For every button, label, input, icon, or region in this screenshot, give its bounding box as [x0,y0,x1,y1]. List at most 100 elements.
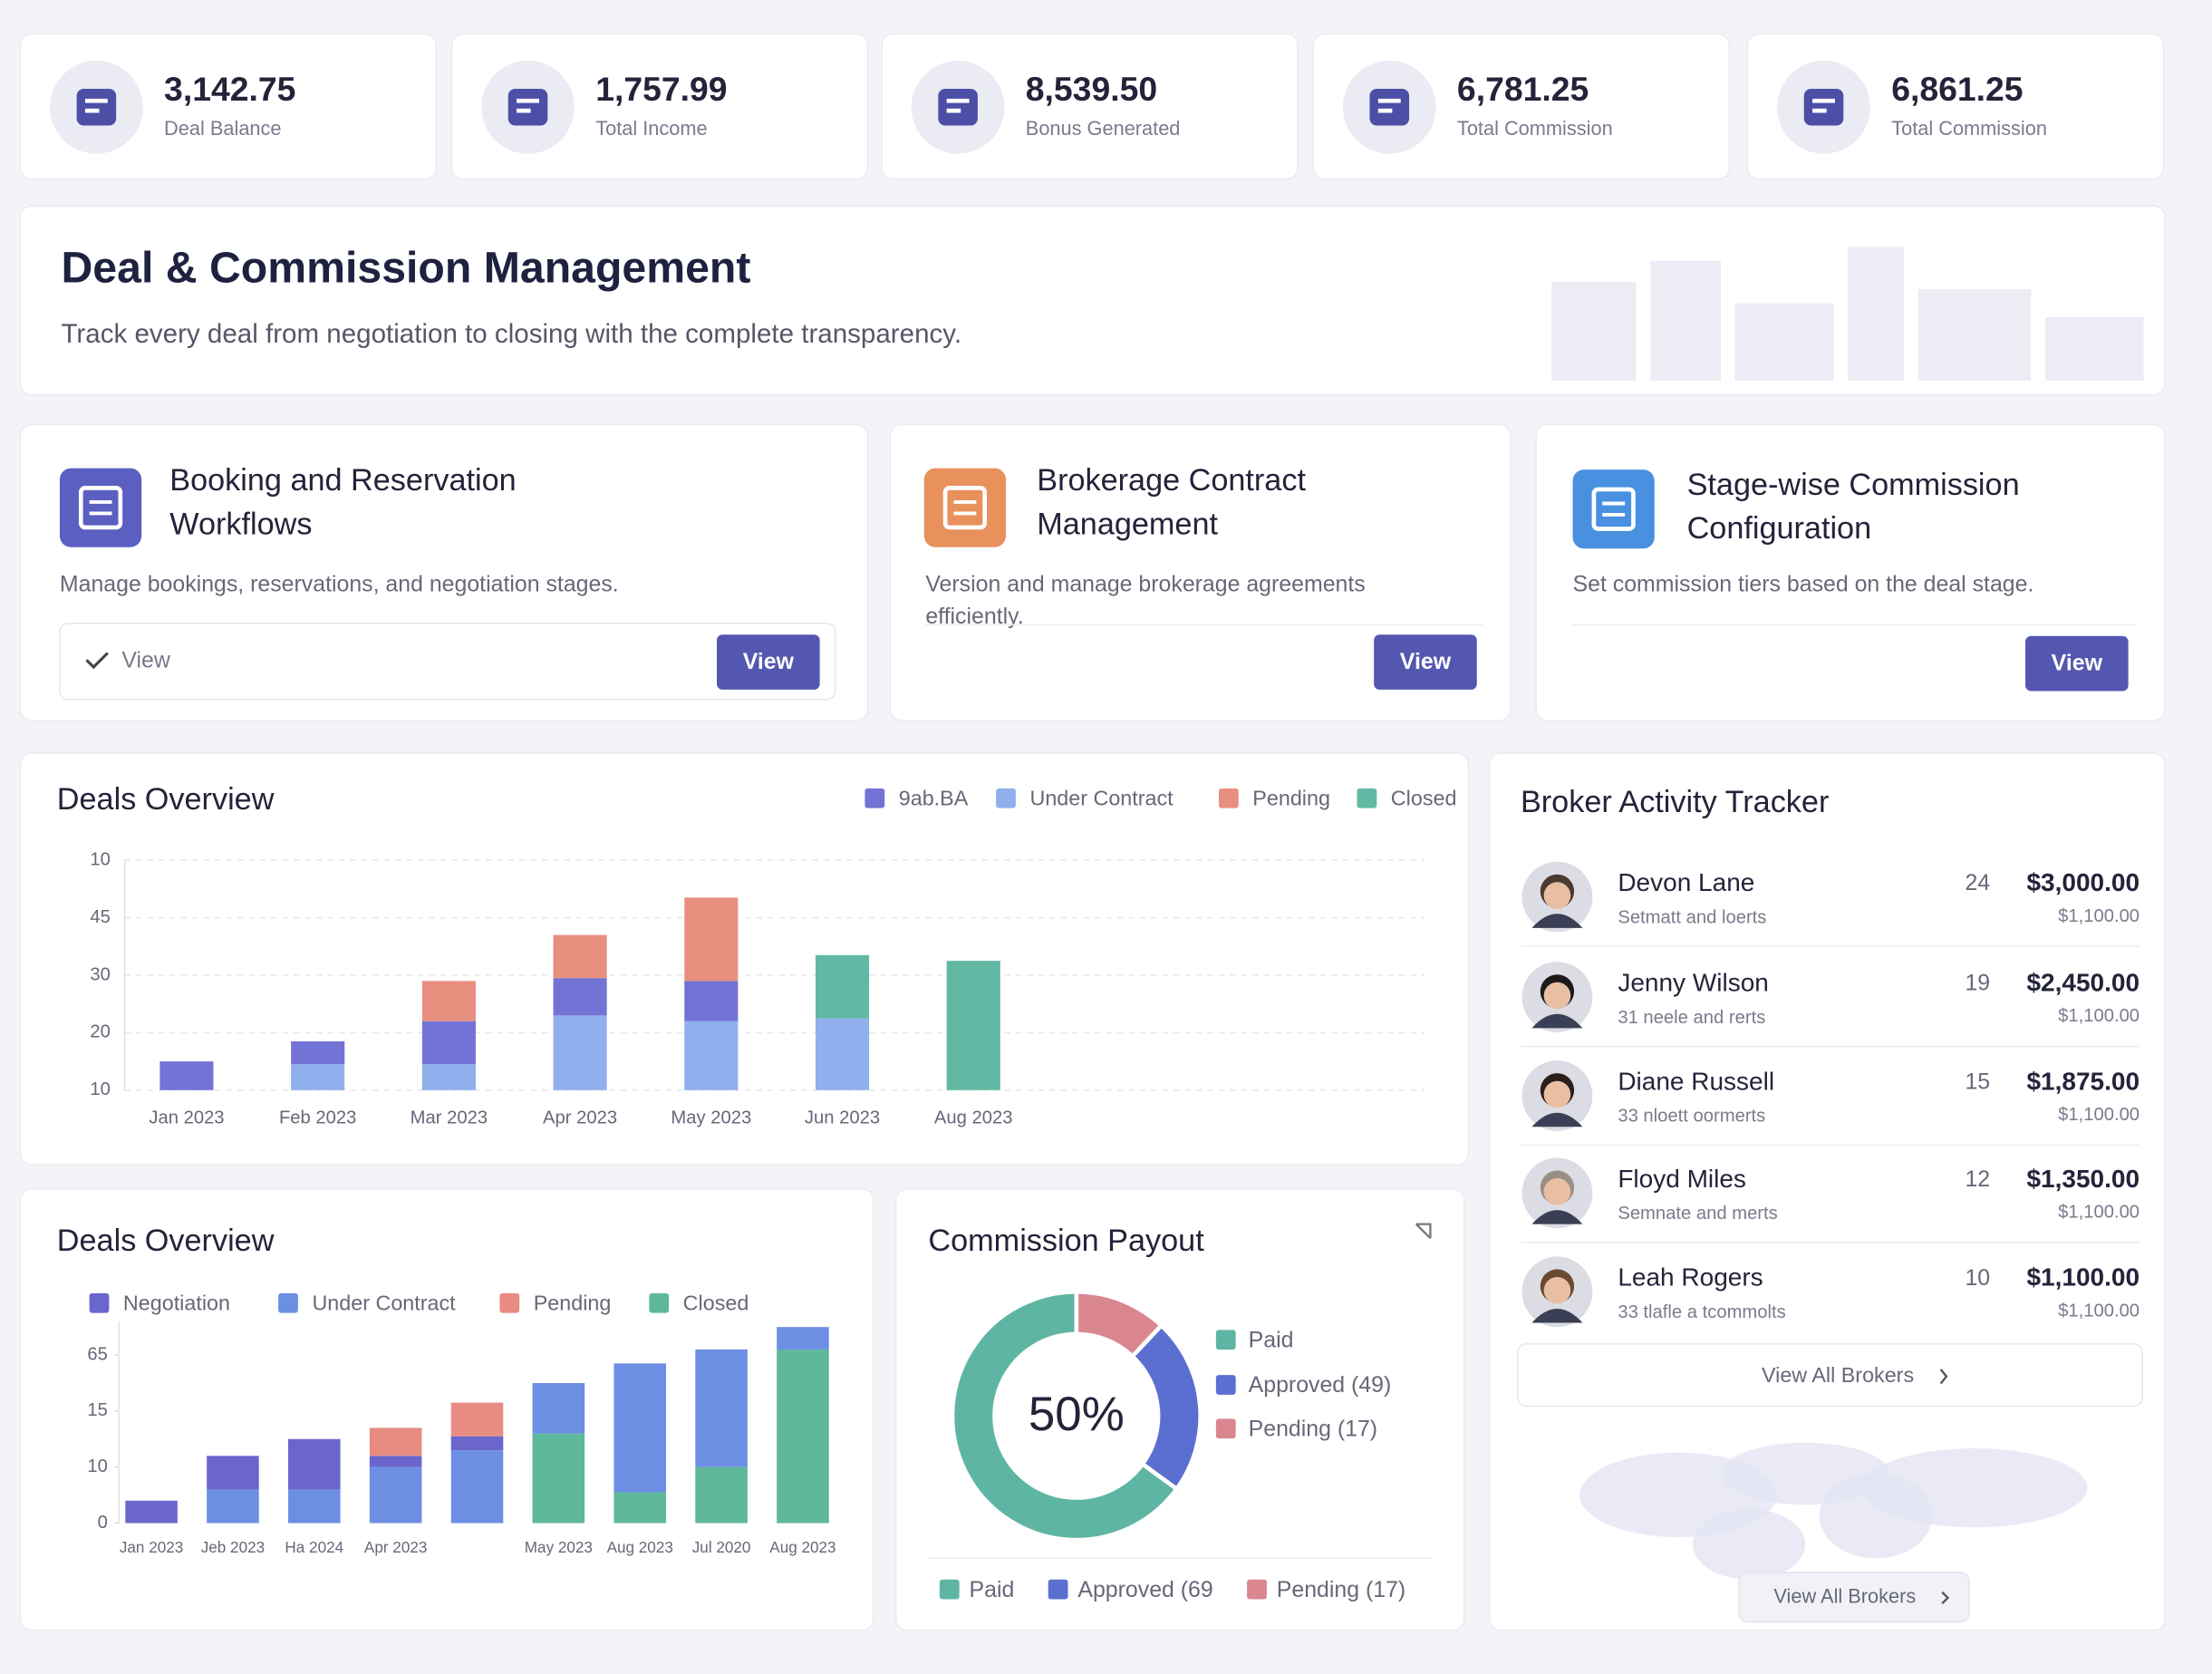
avatar-body [1531,1308,1583,1323]
feature-action-box [59,622,836,701]
expand-icon[interactable] [1415,1223,1432,1240]
bar-segment [291,1040,345,1065]
feature-title: Stage-wise Commission [1687,468,2020,502]
x-tick-label: Jan 2023 [149,1108,224,1127]
broker-name: Floyd Miles [1618,1165,1746,1193]
x-tick-label: Aug 2023 [607,1539,673,1556]
legend-label: Under Contract [1029,786,1174,809]
broker-sub-amount: $1,100.00 [2058,1105,2140,1125]
x-tick-label: May 2023 [671,1108,751,1127]
avatar-body [1531,1112,1583,1127]
view-all-label: View All Brokers [1773,1585,1916,1608]
legend-label: Negotiation [123,1291,230,1314]
feature-icon-glyph [942,486,988,530]
x-tick-label: Apr 2023 [543,1108,617,1127]
avatar-face [1543,982,1571,1010]
broker-count: 12 [1965,1166,1990,1192]
stat-label: Total Commission [1457,117,1613,140]
feature-title: Configuration [1687,511,1872,546]
view-button[interactable] [2025,635,2129,692]
skyline [1734,303,1834,382]
view-button-label: View [743,649,795,674]
bar-segment [207,1489,259,1524]
y-tick-label: 30 [90,964,111,984]
stat-icon-detail [946,108,961,113]
bar-segment [553,978,607,1016]
broker-detail: 33 tlafle a tcommolts [1618,1302,1785,1322]
legend-label: Paid [970,1577,1015,1602]
stat-label: Bonus Generated [1026,117,1181,140]
skyline [1917,288,2032,382]
y-tick-label: 10 [90,1079,111,1099]
stat-value: 3,142.75 [164,70,295,108]
legend-label: Paid [1249,1327,1294,1352]
stat-icon [507,89,548,126]
y-tick-label: 15 [87,1400,108,1420]
broker-detail: Semnate and merts [1618,1204,1777,1224]
legend-swatch [1215,1375,1236,1395]
stat-icon-detail [1377,108,1393,113]
bar-segment [684,981,739,1021]
bar-segment [684,897,739,982]
stat-value: 6,781.25 [1457,70,1589,108]
bar-segment [684,1021,739,1090]
feature-title: Booking and Reservation [169,463,516,498]
broker-detail: 33 nloett oormerts [1618,1107,1765,1127]
stat-label: Total Commission [1891,117,2047,140]
broker-name: Devon Lane [1618,868,1754,896]
bar-segment [695,1349,748,1467]
legend-label: Pending (17) [1249,1416,1377,1441]
bar-segment [291,1064,345,1090]
view-all-label: View All Brokers [1762,1363,1914,1387]
broker-detail: 31 neele and rerts [1618,1008,1765,1028]
x-tick-label: Mar 2023 [411,1108,488,1127]
bar-segment [421,1021,476,1065]
avatar-body [1531,1210,1583,1224]
view-button-label: View [2052,650,2103,675]
feature-description: Manage bookings, reservations, and negot… [60,571,619,596]
feature-icon [923,468,1007,547]
y-tick-label: 65 [87,1344,108,1364]
feature-title: Management [1037,507,1218,541]
broker-amount: $1,350.00 [2026,1165,2140,1193]
feature-card [889,423,1512,721]
broker-sub-amount: $1,100.00 [2058,1301,2140,1321]
legend-label: Approved (49) [1249,1372,1392,1398]
x-tick-label: Apr 2023 [364,1539,427,1556]
x-tick-label: Ha 2024 [285,1539,343,1556]
bar-segment [815,1018,870,1090]
feature-card [1535,423,2166,721]
chart-card [19,752,1470,1166]
view-all-button[interactable] [1517,1343,2143,1408]
feature-icon-glyph [78,486,123,530]
legend-swatch [939,1579,960,1600]
legend-swatch [865,788,885,808]
skyline [1551,282,1637,382]
view-all-button[interactable] [1738,1572,1970,1623]
header-card [19,205,2166,396]
chevron [1941,1591,1950,1605]
legend-swatch [278,1292,298,1313]
feature-description: Set commission tiers based on the deal s… [1573,571,2034,596]
broker-detail: Setmatt and loerts [1618,907,1766,927]
legend-swatch [649,1292,670,1313]
view-button-label: View [1400,649,1452,674]
stat-icon-detail [517,108,531,113]
stat-icon-detail [84,108,100,113]
legend-label: 9ab.BA [899,786,969,809]
bar-segment [613,1492,667,1524]
feature-title: Workflows [169,507,312,541]
avatar-face [1543,1178,1571,1205]
broker-count: 24 [1965,870,1990,895]
bar-segment [553,1015,607,1090]
y-tick-label: 10 [90,850,111,870]
world-map [1861,1448,2088,1528]
view-button[interactable] [1374,634,1477,690]
feature-icon [1572,469,1655,549]
legend-swatch [1215,1330,1236,1350]
view-button[interactable] [717,634,820,690]
bar-segment [159,1061,214,1090]
bar-segment [369,1456,422,1467]
broker-count: 19 [1965,971,1990,996]
bar-segment [369,1427,422,1456]
